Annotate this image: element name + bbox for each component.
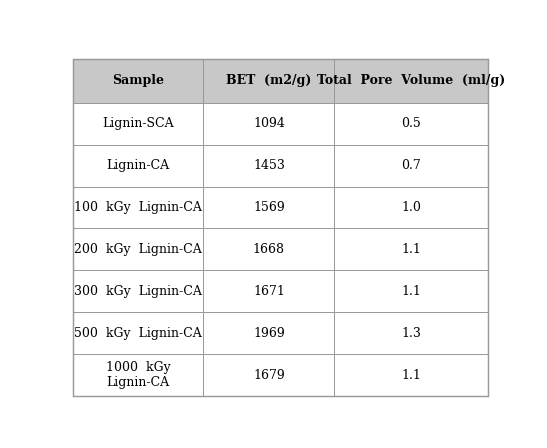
- Text: 300  kGy  Lignin-CA: 300 kGy Lignin-CA: [74, 285, 202, 298]
- Text: 1569: 1569: [253, 201, 285, 214]
- Bar: [203, 59, 334, 103]
- Text: 500  kGy  Lignin-CA: 500 kGy Lignin-CA: [74, 327, 202, 340]
- Text: 1.1: 1.1: [401, 369, 421, 382]
- Bar: [203, 145, 334, 186]
- Text: Total  Pore  Volume  (ml/g): Total Pore Volume (ml/g): [317, 74, 505, 87]
- Bar: [334, 145, 488, 186]
- Text: BET  (m2/g): BET (m2/g): [226, 74, 312, 87]
- Bar: [203, 186, 334, 228]
- Bar: [73, 59, 203, 103]
- Bar: [203, 270, 334, 312]
- Bar: [73, 186, 203, 228]
- Text: 100  kGy  Lignin-CA: 100 kGy Lignin-CA: [74, 201, 202, 214]
- Text: Lignin-CA: Lignin-CA: [107, 159, 170, 172]
- Text: 1.3: 1.3: [401, 327, 421, 340]
- Text: 0.7: 0.7: [401, 159, 421, 172]
- Text: 1000  kGy
Lignin-CA: 1000 kGy Lignin-CA: [106, 361, 171, 389]
- Text: 1668: 1668: [253, 243, 285, 256]
- Text: 1.1: 1.1: [401, 285, 421, 298]
- Bar: [334, 103, 488, 145]
- Bar: [334, 270, 488, 312]
- Bar: [73, 354, 203, 396]
- Bar: [334, 186, 488, 228]
- Bar: [334, 312, 488, 354]
- Text: 1094: 1094: [253, 117, 285, 130]
- Bar: [334, 59, 488, 103]
- Text: Sample: Sample: [112, 74, 164, 87]
- Bar: [203, 312, 334, 354]
- Bar: [334, 228, 488, 270]
- Bar: [73, 228, 203, 270]
- Text: 200  kGy  Lignin-CA: 200 kGy Lignin-CA: [74, 243, 202, 256]
- Text: 1.0: 1.0: [401, 201, 421, 214]
- Text: 1679: 1679: [253, 369, 285, 382]
- Text: 0.5: 0.5: [401, 117, 421, 130]
- Bar: [73, 312, 203, 354]
- Text: Lignin-SCA: Lignin-SCA: [102, 117, 174, 130]
- Bar: [203, 228, 334, 270]
- Bar: [73, 145, 203, 186]
- Text: 1.1: 1.1: [401, 243, 421, 256]
- Bar: [203, 354, 334, 396]
- Bar: [334, 354, 488, 396]
- Text: 1969: 1969: [253, 327, 285, 340]
- Text: 1453: 1453: [253, 159, 285, 172]
- Bar: [73, 270, 203, 312]
- Bar: [73, 103, 203, 145]
- Bar: [203, 103, 334, 145]
- Text: 1671: 1671: [253, 285, 285, 298]
